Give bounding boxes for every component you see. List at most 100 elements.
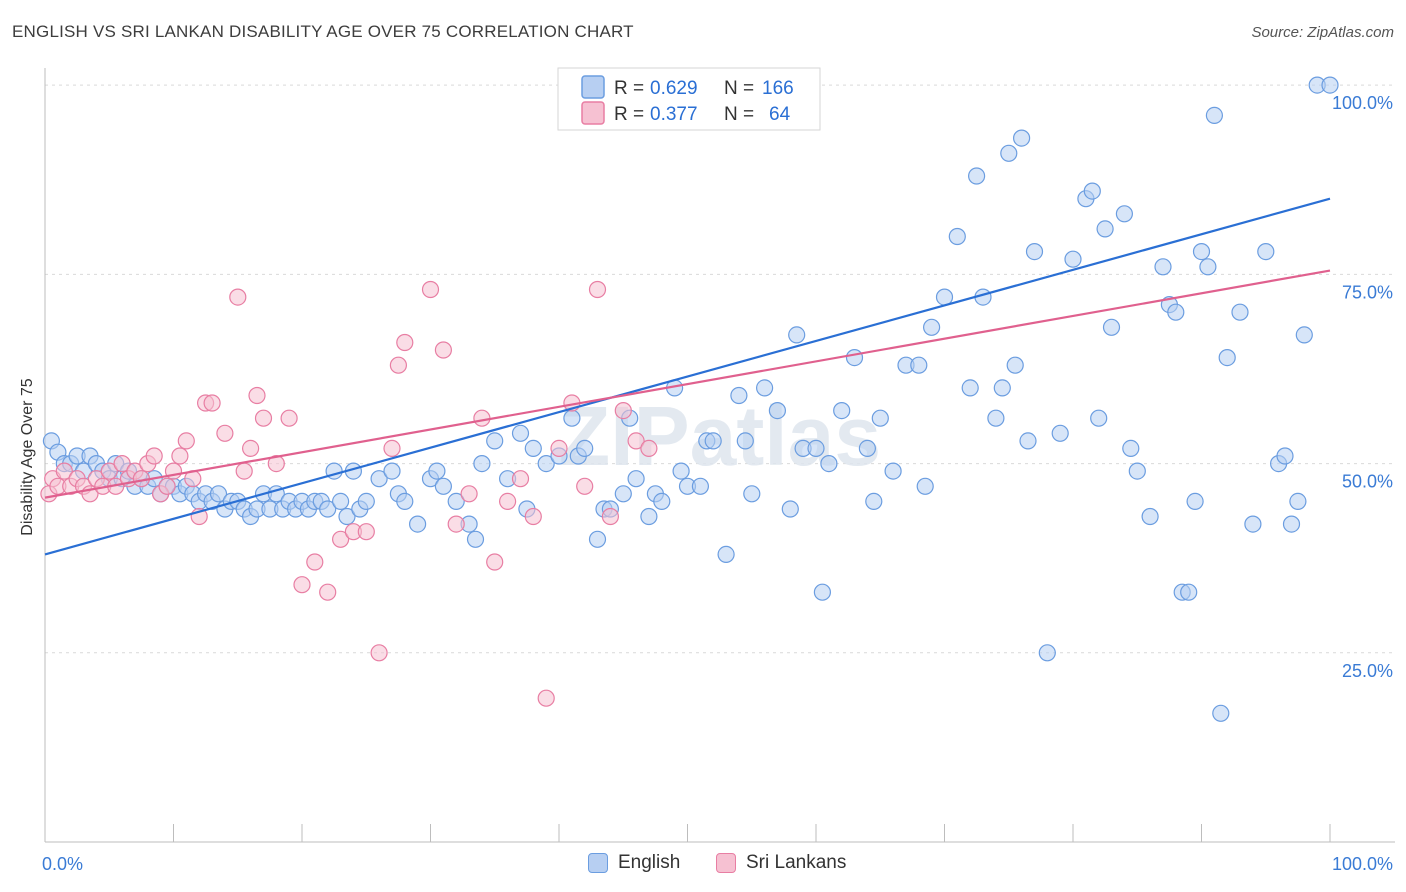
point-english-57[interactable] — [434, 477, 452, 495]
point-english-131[interactable] — [1128, 462, 1146, 480]
point-srilankans-54[interactable] — [537, 689, 555, 707]
point-english-123[interactable] — [1064, 250, 1082, 268]
bottom-legend-item-english[interactable]: English — [588, 852, 680, 874]
point-english-104[interactable] — [884, 462, 902, 480]
point-english-100[interactable] — [845, 349, 864, 367]
point-english-144[interactable] — [1231, 303, 1249, 321]
point-english-46[interactable] — [338, 507, 356, 526]
point-english-89[interactable] — [736, 432, 754, 450]
point-english-72[interactable] — [588, 530, 607, 548]
point-srilankans-45[interactable] — [421, 280, 440, 299]
point-srilankans-42[interactable] — [383, 439, 401, 457]
point-english-111[interactable] — [961, 379, 979, 397]
point-srilankans-47[interactable] — [447, 515, 465, 533]
point-srilankans-31[interactable] — [248, 386, 266, 405]
point-srilankans-3[interactable] — [55, 462, 73, 480]
point-english-92[interactable] — [768, 402, 787, 420]
point-srilankans-49[interactable] — [473, 409, 491, 427]
point-english-53[interactable] — [396, 492, 414, 510]
point-srilankans-35[interactable] — [293, 576, 311, 594]
point-english-98[interactable] — [820, 455, 838, 473]
point-srilankans-41[interactable] — [370, 644, 388, 662]
point-english-97[interactable] — [813, 583, 832, 601]
point-english-143[interactable] — [1218, 349, 1236, 367]
point-english-117[interactable] — [1006, 356, 1024, 374]
point-srilankans-59[interactable] — [601, 507, 620, 526]
point-english-102[interactable] — [865, 492, 883, 510]
point-english-80[interactable] — [653, 492, 671, 510]
point-english-141[interactable] — [1205, 106, 1224, 125]
point-english-110[interactable] — [948, 227, 966, 246]
point-english-78[interactable] — [640, 507, 658, 526]
point-english-150[interactable] — [1289, 492, 1307, 510]
point-srilankans-46[interactable] — [434, 341, 452, 359]
point-srilankans-22[interactable] — [177, 432, 195, 450]
point-english-50[interactable] — [370, 470, 388, 488]
point-english-122[interactable] — [1051, 424, 1069, 442]
point-english-139[interactable] — [1192, 243, 1211, 261]
point-english-45[interactable] — [332, 492, 350, 510]
point-english-148[interactable] — [1276, 447, 1294, 465]
point-english-115[interactable] — [993, 379, 1011, 397]
point-srilankans-12[interactable] — [113, 455, 131, 473]
point-english-127[interactable] — [1096, 220, 1114, 238]
point-english-58[interactable] — [447, 492, 465, 510]
point-srilankans-30[interactable] — [242, 439, 260, 457]
point-srilankans-28[interactable] — [229, 288, 247, 306]
point-english-103[interactable] — [871, 409, 889, 427]
point-english-116[interactable] — [1000, 144, 1018, 162]
point-english-66[interactable] — [524, 439, 542, 457]
point-english-101[interactable] — [858, 439, 877, 457]
point-english-119[interactable] — [1019, 432, 1037, 450]
point-english-77[interactable] — [627, 470, 645, 488]
point-english-84[interactable] — [691, 477, 710, 495]
point-srilankans-60[interactable] — [614, 402, 632, 420]
point-srilankans-34[interactable] — [280, 409, 298, 427]
point-srilankans-55[interactable] — [550, 439, 568, 457]
point-english-106[interactable] — [910, 356, 928, 374]
point-srilankans-27[interactable] — [216, 424, 234, 442]
point-srilankans-43[interactable] — [389, 356, 407, 374]
point-srilankans-21[interactable] — [171, 447, 189, 465]
point-srilankans-33[interactable] — [267, 455, 285, 473]
point-srilankans-38[interactable] — [332, 530, 350, 548]
point-srilankans-32[interactable] — [254, 409, 273, 427]
point-srilankans-58[interactable] — [588, 280, 607, 299]
point-english-56[interactable] — [428, 462, 446, 480]
point-srilankans-57[interactable] — [576, 477, 594, 495]
point-srilankans-36[interactable] — [306, 553, 324, 571]
point-english-128[interactable] — [1102, 318, 1121, 336]
point-english-91[interactable] — [755, 379, 774, 397]
point-english-153[interactable] — [1321, 76, 1339, 94]
point-english-142[interactable] — [1212, 704, 1230, 722]
point-english-135[interactable] — [1167, 303, 1185, 321]
point-english-121[interactable] — [1038, 644, 1056, 662]
point-english-75[interactable] — [614, 485, 632, 503]
point-english-133[interactable] — [1154, 258, 1172, 276]
point-srilankans-29[interactable] — [235, 462, 253, 480]
point-english-93[interactable] — [781, 500, 799, 518]
point-srilankans-62[interactable] — [640, 439, 658, 457]
point-english-71[interactable] — [576, 439, 594, 457]
point-english-145[interactable] — [1244, 515, 1262, 533]
point-english-138[interactable] — [1186, 492, 1204, 510]
point-english-132[interactable] — [1141, 507, 1159, 526]
point-srilankans-53[interactable] — [524, 507, 542, 526]
point-srilankans-48[interactable] — [460, 485, 478, 503]
point-english-112[interactable] — [967, 167, 986, 185]
point-english-69[interactable] — [563, 409, 581, 427]
point-srilankans-44[interactable] — [396, 333, 414, 352]
point-srilankans-40[interactable] — [357, 523, 375, 541]
point-english-62[interactable] — [486, 432, 504, 450]
point-english-88[interactable] — [730, 386, 748, 405]
point-english-96[interactable] — [807, 439, 825, 457]
point-english-43[interactable] — [319, 500, 337, 518]
point-english-67[interactable] — [537, 455, 555, 473]
point-srilankans-51[interactable] — [499, 492, 517, 510]
point-english-99[interactable] — [833, 402, 851, 420]
point-english-26[interactable] — [209, 485, 228, 503]
point-english-82[interactable] — [672, 462, 690, 480]
point-srilankans-52[interactable] — [511, 470, 530, 488]
point-english-146[interactable] — [1257, 243, 1275, 261]
point-english-118[interactable] — [1012, 129, 1031, 147]
